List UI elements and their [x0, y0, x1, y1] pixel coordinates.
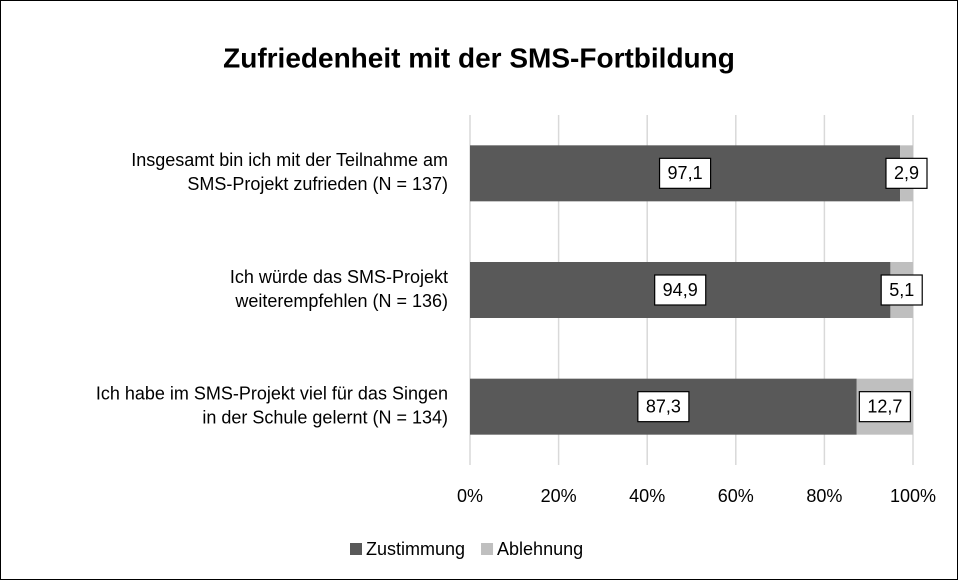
data-label-box	[654, 274, 707, 306]
data-label: 2,9	[894, 163, 919, 183]
x-tick-label: 80%	[806, 486, 842, 506]
data-label-box	[880, 274, 923, 306]
y-tick-label: in der Schule gelernt (N = 134)	[202, 407, 448, 427]
x-tick-label: 100%	[890, 486, 936, 506]
data-label-box	[858, 391, 911, 423]
y-tick-label: Insgesamt bin ich mit der Teilnahme am	[131, 150, 448, 170]
legend-swatch	[481, 543, 494, 555]
x-tick-label: 0%	[457, 486, 483, 506]
x-tick-label: 20%	[541, 486, 577, 506]
legend-label: Ablehnung	[497, 539, 583, 559]
x-tick-label: 60%	[718, 486, 754, 506]
data-label-box	[637, 391, 690, 423]
y-tick-label: Ich habe im SMS-Projekt viel für das Sin…	[96, 383, 448, 403]
legend-label: Zustimmung	[366, 539, 465, 559]
legend-swatch	[350, 543, 362, 555]
data-label: 97,1	[668, 163, 703, 183]
chart-title: Zufriedenheit mit der SMS-Fortbildung	[223, 42, 735, 73]
y-tick-label: weiterempfehlen (N = 136)	[234, 291, 448, 311]
data-label-box	[885, 157, 928, 189]
y-tick-label: SMS-Projekt zufrieden (N = 137)	[187, 174, 448, 194]
data-label-box	[658, 157, 712, 189]
data-label: 5,1	[889, 280, 914, 300]
data-label: 94,9	[663, 280, 698, 300]
data-label: 12,7	[867, 396, 902, 416]
data-label: 87,3	[646, 396, 681, 416]
x-tick-label: 40%	[629, 486, 665, 506]
y-tick-label: Ich würde das SMS-Projekt	[230, 267, 448, 287]
